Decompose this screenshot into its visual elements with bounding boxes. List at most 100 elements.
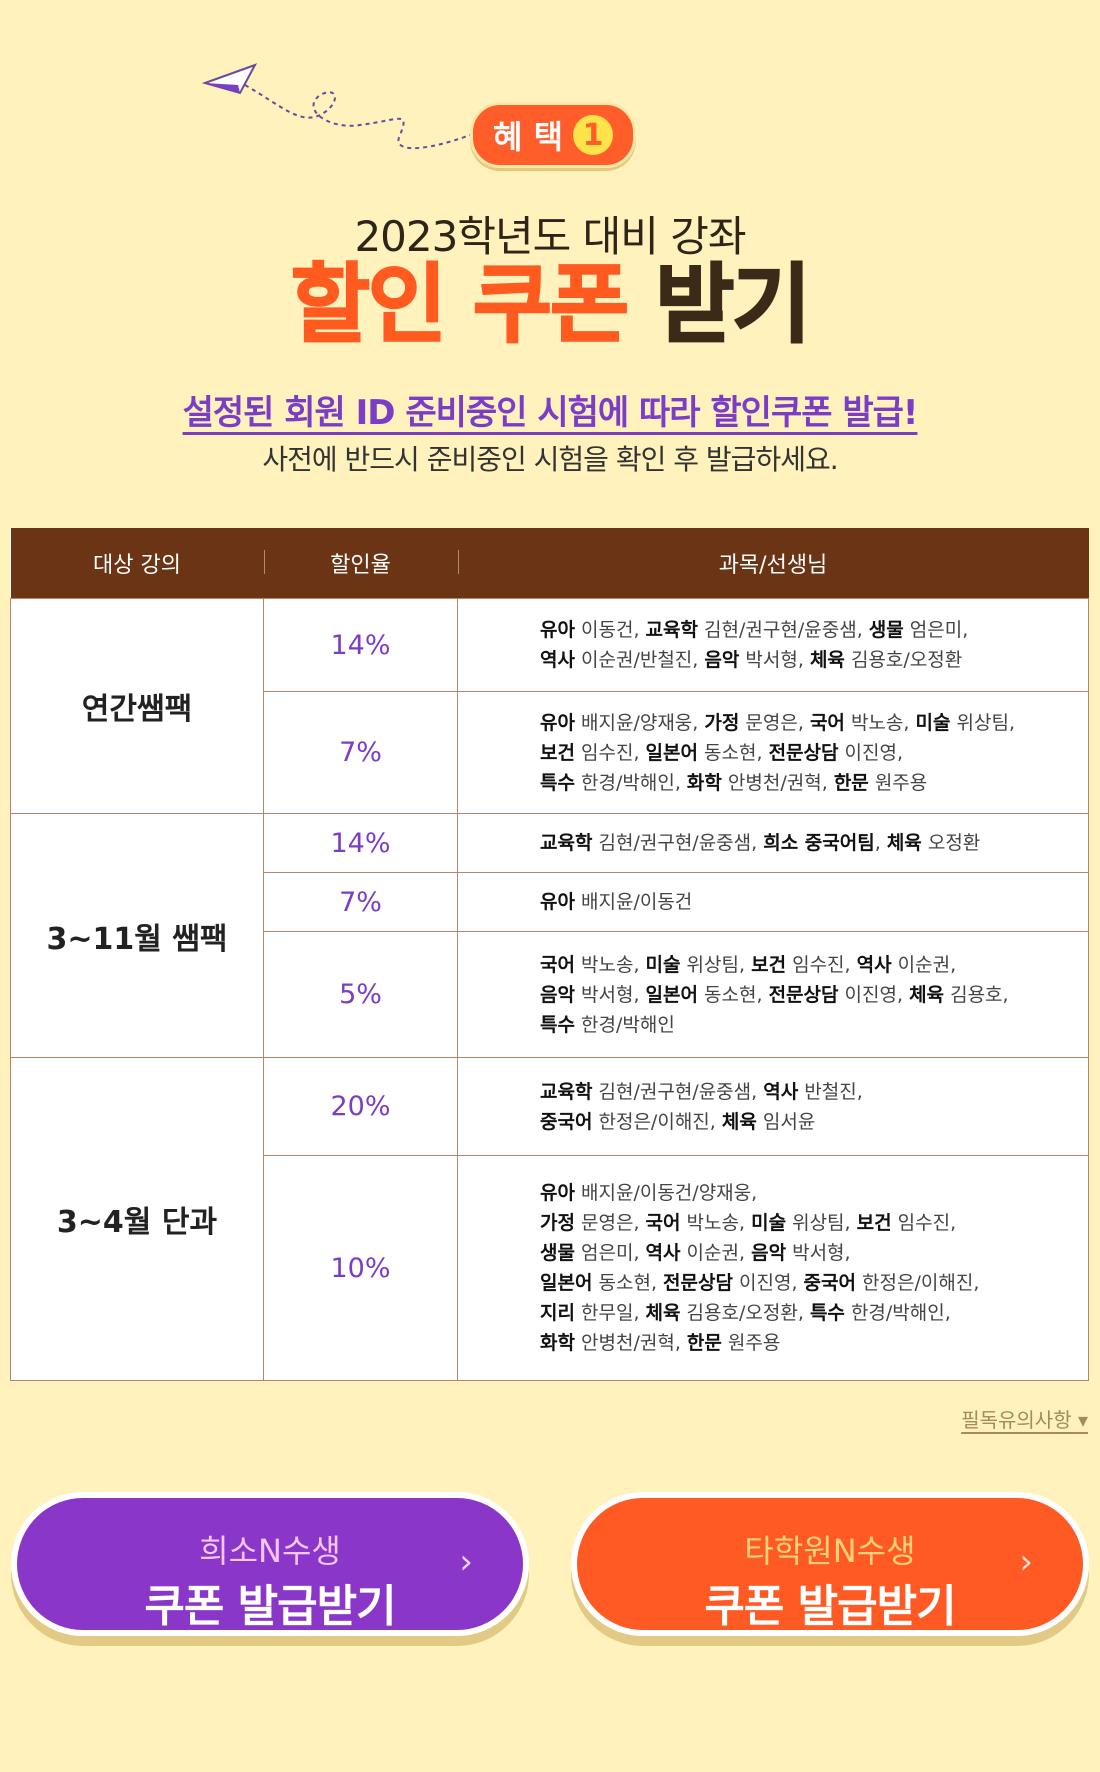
subject-name: 유아 <box>540 619 575 641</box>
subject-name: 체육 <box>809 649 845 671</box>
subject-line: 가정 문영은, 국어 박노송, 미술 위상팀, 보건 임수진, <box>540 1212 957 1234</box>
teacher-names: 박서형 <box>574 983 634 1006</box>
subject-line: 중국어 한정은/이해진, 체육 임서윤 <box>540 1110 816 1133</box>
teacher-names: 안병천/권혁 <box>574 1332 675 1354</box>
subject-cell: 교육학 김현/권구현/윤중샘, 역사 반철진, 중국어 한정은/이해진, 체육 임… <box>457 1057 1089 1156</box>
teacher-names: 배지윤/이동건/양재웅 <box>574 1182 752 1204</box>
subject-cell: 국어 박노송, 미술 위상팀, 보건 임수진, 역사 이순권, 음악 박서형, 일… <box>457 931 1089 1058</box>
teacher-names: 임수진 <box>786 953 845 976</box>
subject-name: 유아 <box>540 1182 575 1204</box>
teacher-names: 박서형 <box>786 1242 845 1264</box>
subject-cell: 유아 배지윤/양재웅, 가정 문영은, 국어 박노송, 미술 위상팀, 보건 임수… <box>457 691 1089 814</box>
rate-cell: 7% <box>263 691 458 814</box>
table-row: 연간쌤팩 14% 유아 이동건, 교육학 김현/권구현/윤중샘, 생물 엄은미,… <box>10 598 1089 814</box>
subject-name: 국어 <box>809 711 845 734</box>
teacher-names: 동소현 <box>592 1272 651 1294</box>
button-line1: 타학원N수생 <box>744 1532 916 1570</box>
subject-name: 전문상담 <box>768 983 839 1006</box>
subject-line: 지리 한무일, 체육 김용호/오정환, 특수 한경/박해인, <box>540 1302 951 1324</box>
subject-line: 유아 배지윤/이동건 <box>540 887 1068 917</box>
subject-name: 희소 중국어팀 <box>763 832 875 854</box>
subject-name: 화학 <box>686 771 722 794</box>
subject-name: 역사 <box>540 649 575 671</box>
subject-name: 보건 <box>856 1212 892 1234</box>
teacher-names: 이진영 <box>732 1272 792 1294</box>
subject-name: 생물 <box>868 619 904 641</box>
teacher-names: 김현/권구현/윤중샘 <box>698 619 857 641</box>
notice-main: 설정된 회원 ID 준비중인 시험에 따라 할인쿠폰 발급! <box>0 385 1100 434</box>
course-cell: 연간쌤팩 <box>10 598 264 814</box>
rate-cell: 20% <box>263 1057 458 1156</box>
subject-line: 음악 박서형, 일본어 동소현, 전문상담 이진영, 체육 김용호, <box>540 983 1009 1006</box>
subject-line: 교육학 김현/권구현/윤중샘, 희소 중국어팀, 체육 오정환 <box>540 832 981 854</box>
page-title: 할인 쿠폰 받기 <box>0 254 1100 356</box>
subject-name: 가정 <box>704 711 740 734</box>
subject-name: 역사 <box>856 953 892 976</box>
subject-line: 유아 배지윤/이동건/양재웅, <box>540 1182 758 1204</box>
teacher-names: 한경/박해인 <box>844 1302 945 1324</box>
teacher-names: 이동건 <box>574 619 634 641</box>
subject-name: 화학 <box>540 1332 575 1354</box>
teacher-names: 배지윤/이동건 <box>574 891 693 913</box>
subject-line: 유아 이동건, 교육학 김현/권구현/윤중샘, 생물 엄은미, <box>540 619 969 641</box>
teacher-names: 김용호 <box>944 983 1003 1006</box>
teacher-names: 임수진 <box>574 741 634 764</box>
subject-name: 음악 <box>704 649 740 671</box>
chevron-right-icon: › <box>1019 1542 1033 1582</box>
teacher-names: 오정환 <box>921 832 981 854</box>
notice-main-text: 설정된 회원 ID 준비중인 시험에 따라 할인쿠폰 발급! <box>182 393 919 433</box>
title-highlight: 할인 쿠폰 <box>290 254 630 356</box>
rate-cell: 14% <box>263 813 458 873</box>
subject-name: 유아 <box>540 711 575 734</box>
header-rate: 할인율 <box>263 528 458 599</box>
badge-number: 1 <box>573 115 614 155</box>
coupon-button-other[interactable]: 타학원N수생 쿠폰 발급받기 › <box>571 1492 1089 1636</box>
subject-cell: 유아 배지윤/이동건 <box>457 872 1089 932</box>
badge-text: 혜 택 <box>492 118 564 156</box>
teacher-names: 이순권 <box>891 953 951 976</box>
subject-line: 화학 안병천/권혁, 한문 원주용 <box>540 1332 781 1354</box>
teacher-names: 이순권/반철진 <box>574 649 693 671</box>
button-line2: 쿠폰 발급받기 <box>144 1581 396 1632</box>
subject-line: 특수 한경/박해인 <box>540 1010 1068 1040</box>
subject-name: 일본어 <box>540 1272 593 1294</box>
subject-name: 미술 <box>645 953 681 976</box>
table-row: 7% 유아 배지윤/양재웅, 가정 문영은, 국어 박노송, 미술 위상팀, 보건… <box>11 691 1089 814</box>
teacher-names: 한경/박해인 <box>574 771 675 794</box>
button-line1: 희소N수생 <box>199 1532 341 1570</box>
subject-name: 한문 <box>686 1332 722 1354</box>
teacher-names: 동소현 <box>698 741 757 764</box>
coupon-table: 대상 강의 할인율 과목/선생님 연간쌤팩 14% 유아 이동건, 교육학 김현… <box>10 528 1089 1381</box>
teacher-names: 반철진 <box>798 1080 857 1103</box>
coupon-button-hiso[interactable]: 희소N수생 쿠폰 발급받기 › <box>11 1492 529 1636</box>
subject-name: 중국어 <box>540 1110 593 1133</box>
subject-name: 역사 <box>645 1242 681 1264</box>
teacher-names: 원주용 <box>868 771 928 794</box>
teacher-names: 김용호/오정환 <box>844 649 963 671</box>
header-course: 대상 강의 <box>10 528 264 599</box>
teacher-names: 엄은미 <box>574 1242 634 1264</box>
course-cell: 3~4월 단과 <box>10 1057 264 1381</box>
subject-line: 특수 한경/박해인, 화학 안병천/권혁, 한문 원주용 <box>540 771 928 794</box>
subject-cell: 유아 이동건, 교육학 김현/권구현/윤중샘, 생물 엄은미, 역사 이순권/반철… <box>457 598 1089 692</box>
teacher-names: 한정은/이해진 <box>855 1272 974 1294</box>
teacher-names: 김현/권구현/윤중샘 <box>592 1080 752 1103</box>
subject-cell: 유아 배지윤/이동건/양재웅, 가정 문영은, 국어 박노송, 미술 위상팀, 보… <box>457 1155 1089 1381</box>
rate-cell: 5% <box>263 931 458 1058</box>
table-row: 3~11월 쌤팩 14% 교육학 김현/권구현/윤중샘, 희소 중국어팀, 체육… <box>10 813 1089 1058</box>
subject-name: 전문상담 <box>663 1272 733 1294</box>
teacher-names: 위상팀 <box>786 1212 845 1234</box>
subject-name: 체육 <box>909 983 945 1006</box>
subject-name: 특수 <box>809 1302 845 1324</box>
header-subject: 과목/선생님 <box>457 528 1089 599</box>
teacher-names: 임수진 <box>891 1212 951 1234</box>
teacher-names: 이순권 <box>680 1242 739 1264</box>
must-read-link[interactable]: 필독유의사항 ▾ <box>961 1408 1088 1432</box>
teacher-names: 원주용 <box>721 1332 781 1354</box>
teacher-names: 위상팀 <box>680 953 739 976</box>
subject-name: 음악 <box>751 1242 787 1264</box>
subject-name: 생물 <box>540 1242 575 1264</box>
table-header-row: 대상 강의 할인율 과목/선생님 <box>10 528 1089 599</box>
subject-name: 전문상담 <box>768 741 839 764</box>
course-cell: 3~11월 쌤팩 <box>10 813 264 1058</box>
